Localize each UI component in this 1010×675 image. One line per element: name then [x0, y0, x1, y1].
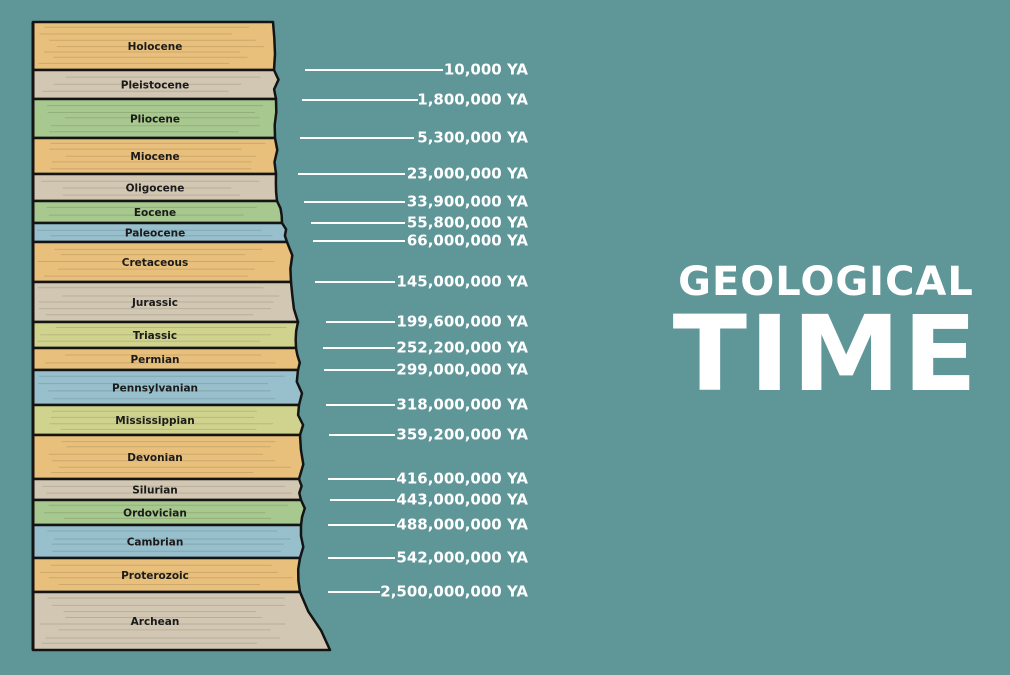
date-label: 55,800,000 YA	[406, 213, 528, 232]
layer-label: Jurassic	[131, 297, 178, 309]
layer-label: Miocene	[130, 151, 179, 163]
date-tick-line	[323, 347, 395, 349]
layer-label: Ordovician	[123, 508, 187, 520]
date-tick-line	[304, 201, 405, 203]
date-tick-line	[302, 99, 418, 101]
layer-label: Devonian	[127, 452, 183, 464]
layer-label: Proterozoic	[121, 570, 189, 582]
date-tick-line	[298, 173, 405, 175]
layer-label: Mississippian	[115, 415, 194, 427]
layer-label: Pliocene	[130, 114, 180, 126]
layer-oligocene: Oligocene	[31, 172, 279, 203]
date-tick-line	[330, 499, 395, 501]
layer-label: Archean	[131, 616, 180, 628]
layer-label: Cretaceous	[122, 257, 188, 269]
layer-label: Silurian	[132, 485, 178, 497]
date-label: 145,000,000 YA	[396, 272, 528, 291]
layer-label: Holocene	[128, 41, 183, 53]
layer-label: Cambrian	[127, 537, 184, 549]
date-label: 299,000,000 YA	[396, 360, 528, 379]
date-tick-line	[300, 137, 414, 139]
date-label: 10,000 YA	[443, 60, 528, 79]
date-label: 488,000,000 YA	[396, 515, 528, 534]
date-label: 252,200,000 YA	[396, 338, 528, 357]
date-label: 318,000,000 YA	[396, 395, 528, 414]
date-tick-line	[328, 478, 395, 480]
layer-holocene: Holocene	[31, 20, 277, 72]
layer-triassic: Triassic	[31, 320, 300, 350]
date-tick-line	[311, 222, 405, 224]
date-label: 23,000,000 YA	[406, 164, 528, 183]
layer-label: Permian	[130, 354, 179, 366]
date-tick-line	[328, 524, 395, 526]
layer-label: Triassic	[133, 330, 177, 342]
date-label: 199,600,000 YA	[396, 312, 528, 331]
layer-archean: Archean	[31, 590, 332, 652]
date-tick-line	[326, 404, 395, 406]
date-label: 1,800,000 YA	[417, 90, 528, 109]
layer-permian: Permian	[31, 346, 302, 372]
layer-miocene: Miocene	[31, 136, 279, 176]
date-tick-line	[324, 369, 395, 371]
date-label: 359,200,000 YA	[396, 425, 528, 444]
layer-devonian: Devonian	[31, 433, 305, 481]
date-label: 416,000,000 YA	[396, 469, 528, 488]
layer-ordovician: Ordovician	[31, 498, 307, 527]
date-tick-line	[315, 281, 395, 283]
layer-label: Pennsylvanian	[112, 383, 198, 395]
layer-label: Eocene	[134, 207, 176, 219]
layer-label: Oligocene	[126, 183, 185, 195]
layer-cretaceous: Cretaceous	[31, 240, 294, 284]
date-label: 443,000,000 YA	[396, 490, 528, 509]
layer-proterozoic: Proterozoic	[31, 556, 302, 594]
layer-pliocene: Pliocene	[31, 97, 278, 140]
date-tick-line	[326, 321, 395, 323]
date-tick-line	[329, 434, 395, 436]
title-line-geological: GEOLOGICAL	[678, 259, 974, 305]
date-label: 5,300,000 YA	[417, 128, 528, 147]
date-tick-line	[328, 557, 395, 559]
layer-cambrian: Cambrian	[31, 523, 305, 560]
date-label: 66,000,000 YA	[406, 231, 528, 250]
layer-pennsylvanian: Pennsylvanian	[31, 368, 304, 407]
layer-label: Paleocene	[125, 228, 185, 240]
layer-paleocene: Paleocene	[31, 221, 289, 244]
date-label: 33,900,000 YA	[406, 192, 528, 211]
layer-pleistocene: Pleistocene	[31, 68, 280, 101]
layer-eocene: Eocene	[31, 199, 284, 225]
date-tick-line	[305, 69, 443, 71]
layer-label: Pleistocene	[121, 80, 189, 92]
date-label: 542,000,000 YA	[396, 548, 528, 567]
date-tick-line	[313, 240, 405, 242]
date-label: 2,500,000,000 YA	[380, 582, 528, 601]
date-tick-line	[328, 591, 380, 593]
page-title: GEOLOGICAL TIME	[673, 259, 978, 406]
layer-mississippian: Mississippian	[31, 403, 305, 437]
title-line-time: TIME	[672, 293, 980, 415]
layer-silurian: Silurian	[31, 477, 303, 502]
layer-jurassic: Jurassic	[31, 280, 300, 324]
layer-fill	[31, 590, 332, 652]
